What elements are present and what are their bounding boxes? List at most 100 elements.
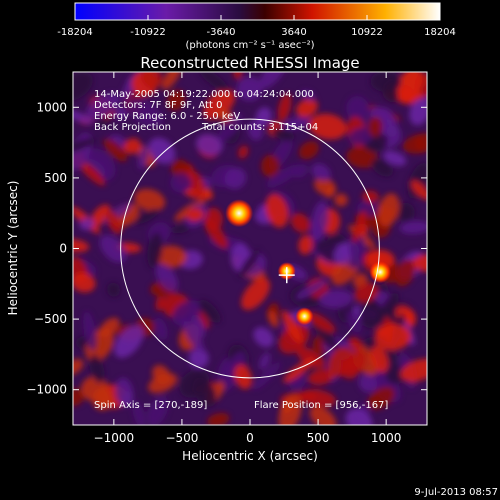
heatmap-blob [354,282,379,303]
heatmap-blob [90,204,111,227]
heatmap-blob [283,357,315,383]
heatmap-blob [253,362,281,390]
heatmap-blob [400,358,427,382]
colorbar-tick-label: 18204 [424,27,456,38]
heatmap-blob [218,113,243,142]
heatmap-blob [308,113,347,140]
heatmap-blob [296,346,326,369]
heatmap-blob [282,116,311,130]
heatmap-blob [121,80,135,102]
heatmap-blob [154,317,168,341]
heatmap-blob [138,145,149,170]
heatmap-blob [346,146,378,168]
heatmap-blob [410,180,427,200]
heatmap-blob [247,120,263,141]
heatmap-blob [290,213,311,233]
heatmap-blob [327,347,354,377]
chart-title: Reconstructed RHESSI Image [140,54,359,72]
heatmap-blob [345,408,373,425]
heatmap-blob [300,389,336,408]
annotation-method: Back Projection [94,122,171,133]
heatmap-pattern [73,72,427,425]
heatmap-blob [370,345,389,373]
colorbar-tick-label: -10922 [130,27,165,38]
heatmap-blob [224,167,247,190]
colorbar: -18204 -10922 -3640 3640 10922 18204 (photons… [57,2,456,51]
heatmap-blob [311,163,331,181]
heatmap-blob [271,127,295,142]
heatmap-blob [383,150,407,166]
heatmap-blob [73,358,84,376]
heatmap-blob [412,254,427,272]
heatmap-blob [346,311,362,333]
heatmap-blob [99,235,127,263]
heatmap-blob [99,317,120,337]
colorbar-units: (photons cm⁻² s⁻¹ asec⁻²) [185,40,314,51]
heatmap-blob [394,258,416,287]
annotation-block: 14-May-2005 04:19:22.000 to 04:24:04.000… [94,89,318,133]
heatmap-blob [325,186,336,198]
heatmap-blob [377,193,400,227]
heatmap-blob [171,225,190,234]
heatmap-blob [409,98,427,126]
heatmap-blob [268,310,279,328]
heatmap-blob [367,386,395,410]
heatmap-blob [298,141,319,160]
heatmap-blob [309,406,337,425]
x-tick-label: −1000 [94,431,135,445]
heatmap-blob [348,337,362,351]
heatmap-blob [358,374,378,393]
heatmap-blob [307,369,335,385]
heatmap-blob [259,352,271,370]
heatmap-blob [106,282,121,297]
heatmap-blob [134,208,159,225]
heatmap-blob [115,378,134,407]
heatmap-blob [148,373,178,394]
heatmap-blob [295,279,328,300]
x-axis-label: Heliocentric X (arcsec) [182,449,318,463]
heatmap-blob [73,137,96,154]
heatmap-blob [313,322,340,351]
heatmap-blob [170,173,192,193]
heatmap-blob [281,310,303,344]
heatmap-blob [188,171,205,196]
heatmap-blob [334,193,348,207]
heatmap-blob [261,154,280,178]
heatmap-blob [182,320,205,354]
heatmap-blob [375,324,412,351]
heatmap-blob [85,92,120,120]
colorbar-tick-label: 10922 [351,27,383,38]
colorbar-tick-label: 3640 [281,27,306,38]
heatmap-blob [234,364,252,390]
heatmap-blob [362,190,379,203]
heatmap-blob [114,106,128,120]
heatmap-blob [311,201,329,241]
heatmap-blob [346,96,370,122]
footer-timestamp: 9-Jul-2013 08:57 [414,487,498,498]
x-tick-label: 1000 [371,431,402,445]
heatmap-blob [148,137,176,164]
spin-axis-marker [278,267,295,284]
heatmap-blob [105,210,123,235]
x-tick-label: 0 [246,431,254,445]
heatmap-blob [207,412,230,425]
flare-position-label: Flare Position = [956,-167] [254,400,388,411]
heatmap-blob [155,295,165,311]
annotation-energy-range: Energy Range: 6.0 - 25.0 keV [94,111,240,122]
heatmap-blob [278,393,302,425]
heatmap-blob [255,107,272,126]
colorbar-gradient [74,2,441,21]
heatmap-blob [236,76,263,102]
heatmap-blob [352,210,367,243]
heatmap-blob [370,72,402,92]
heatmap-blob [186,208,204,222]
heatmap-blob [198,72,229,92]
heatmap-blob [204,218,228,249]
heatmap-blob [146,396,169,425]
bright-source [225,199,254,228]
annotation-time-range: 14-May-2005 04:19:22.000 to 04:24:04.000 [94,89,314,100]
heatmap-blob [238,249,260,278]
heatmap-blob [377,292,399,324]
heatmap-blob [134,188,166,212]
heatmap-blob [238,145,249,159]
